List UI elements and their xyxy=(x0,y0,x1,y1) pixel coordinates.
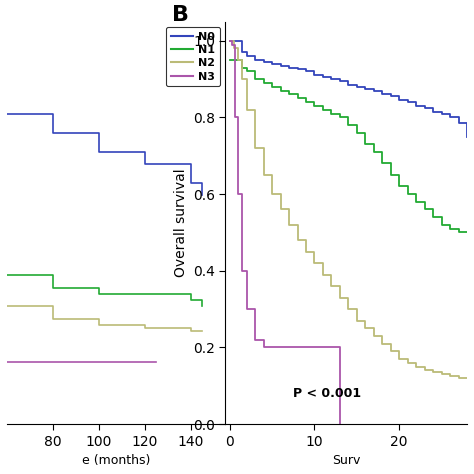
Y-axis label: Overall survival: Overall survival xyxy=(173,168,188,277)
X-axis label: Surv: Surv xyxy=(332,454,360,467)
Text: P < 0.001: P < 0.001 xyxy=(293,387,361,400)
Text: B: B xyxy=(173,5,189,26)
Legend: N0, N1, N2, N3: N0, N1, N2, N3 xyxy=(166,27,220,86)
X-axis label: e (months): e (months) xyxy=(82,454,150,467)
